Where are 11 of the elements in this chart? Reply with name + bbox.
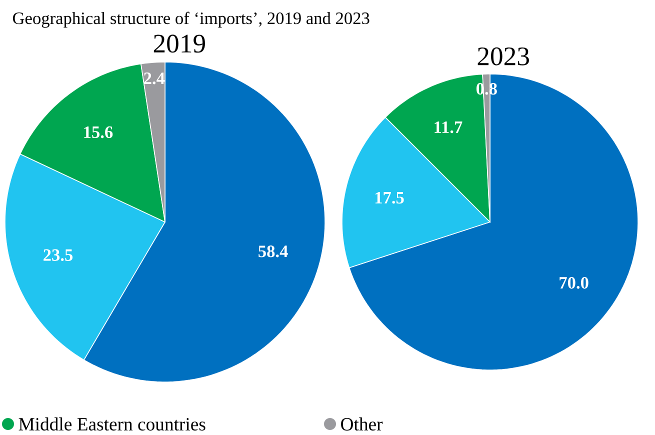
data-label: 23.5 (44, 249, 73, 261)
text: Geographical structure of ‘imports’, 2019 and 2023 (12, 12, 370, 28)
data-label: 58.4 (258, 246, 288, 258)
data-label: 11.7 (434, 121, 462, 134)
chart-title: 2023 (478, 47, 529, 66)
legend-label: Other (341, 417, 383, 431)
legend-label: Middle Eastern countries (18, 417, 206, 431)
chart-title: 2019 (154, 34, 205, 53)
data-label: 17.5 (375, 192, 404, 204)
data-label: 70.0 (560, 277, 588, 289)
data-label: 15.6 (84, 126, 113, 138)
